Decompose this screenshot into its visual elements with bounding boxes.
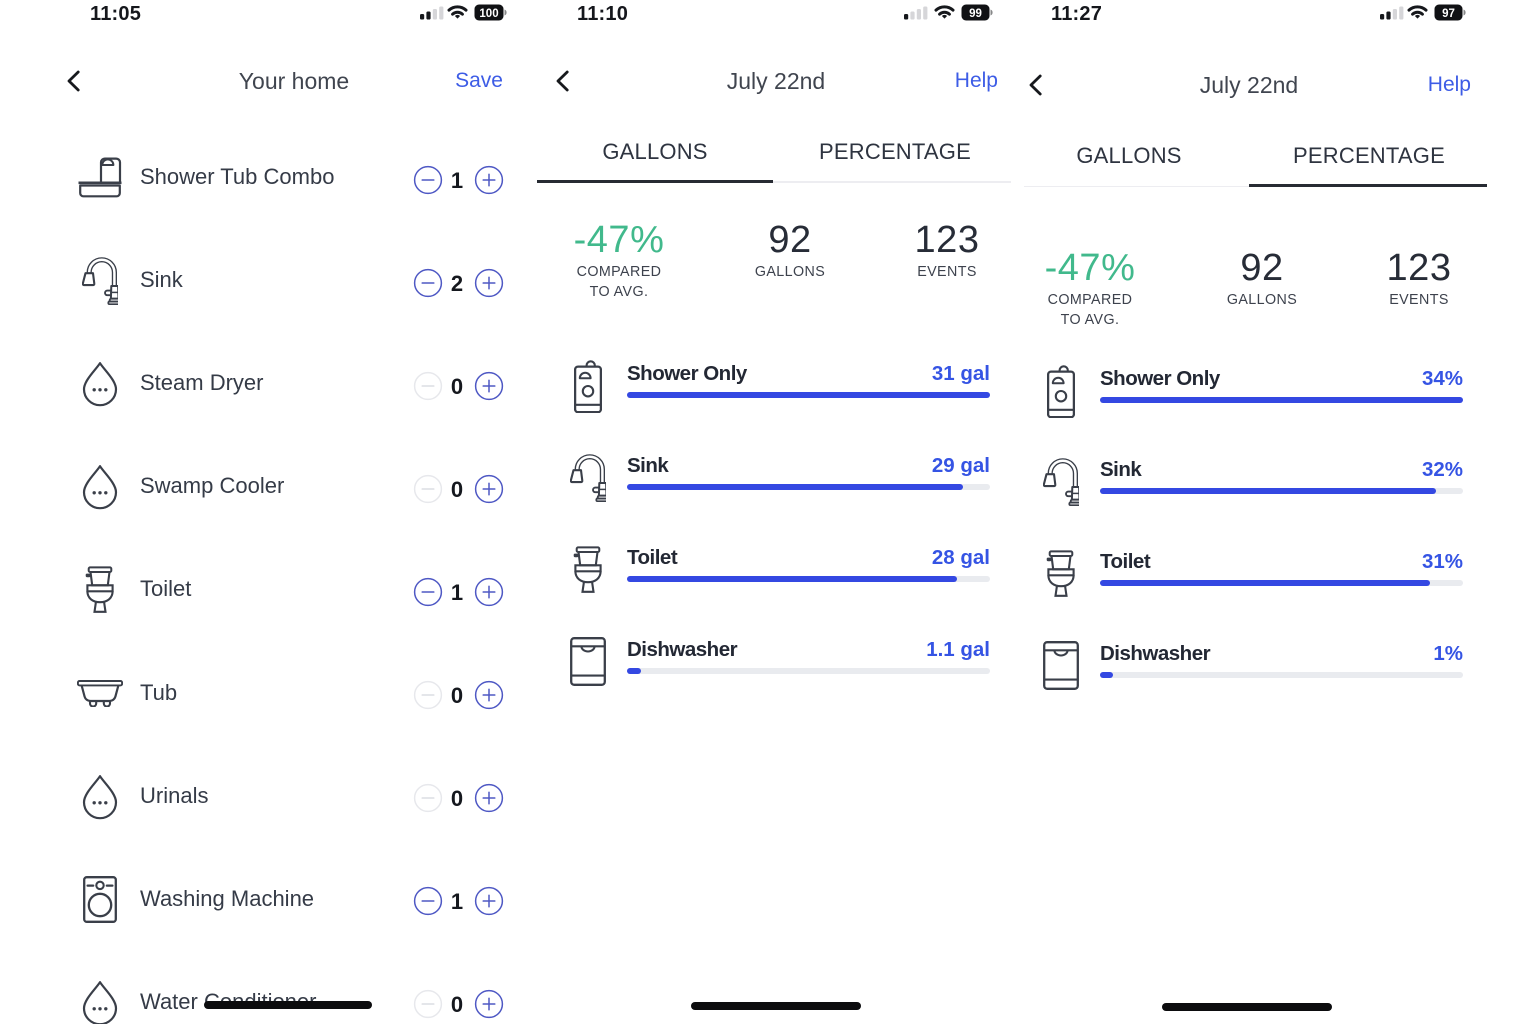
svg-text:100: 100 xyxy=(479,8,498,20)
svg-text:97: 97 xyxy=(1442,8,1455,20)
svg-text:99: 99 xyxy=(969,8,982,20)
